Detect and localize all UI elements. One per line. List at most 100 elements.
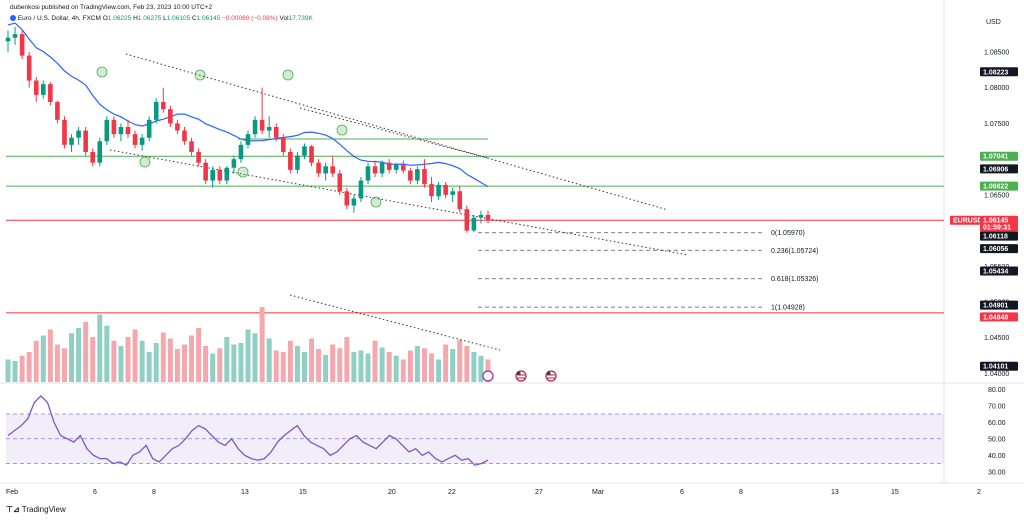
volume-bar	[69, 333, 75, 382]
price-badge	[950, 215, 980, 225]
candle-body	[302, 146, 307, 156]
publisher-note: dubenkosi published on TradingView.com, …	[10, 4, 212, 11]
ohlc-open: 1.06225	[107, 15, 132, 22]
candle-body	[400, 164, 406, 171]
publisher-text: dubenkosi published on TradingView.com, …	[10, 4, 213, 11]
volume-bar	[421, 348, 427, 382]
swing-point-marker	[336, 124, 348, 136]
volume-bar	[450, 349, 456, 382]
fib-level-label: 1(1.04928)	[771, 305, 805, 312]
candle-body	[62, 119, 67, 145]
time-tick-label: 2	[977, 489, 981, 496]
volume-bar	[400, 359, 406, 382]
price-badge-label: 1.05434	[983, 269, 1008, 276]
trend-line	[109, 149, 689, 256]
price-badge-label: 1.08223	[983, 69, 1008, 76]
candle-body	[139, 137, 145, 145]
price-badge	[980, 164, 1018, 174]
price-badge-label: 1.06056	[983, 246, 1008, 253]
us-flag-canton	[547, 372, 551, 375]
volume-bar	[61, 348, 67, 382]
price-badge-label: 1.07041	[983, 154, 1008, 161]
candle-body	[323, 166, 328, 174]
volume-bar	[358, 350, 364, 382]
candle-body	[288, 152, 293, 170]
rsi-line	[7, 394, 489, 467]
volume-bar	[189, 335, 195, 382]
price-badge	[980, 300, 1018, 310]
candle-body	[379, 162, 385, 174]
candle-body	[189, 141, 194, 152]
candle-body	[231, 159, 237, 168]
candle-body	[83, 130, 88, 152]
volume-bar	[436, 359, 442, 382]
volume-bar	[217, 348, 223, 382]
tradingview-footer[interactable]: ⊤⊿ TradingView	[6, 505, 66, 514]
candle-body	[365, 166, 371, 181]
volume-bar	[153, 343, 159, 382]
volume-bar	[365, 353, 371, 382]
tradingview-logo-icon: ⊤⊿	[6, 505, 20, 514]
candle-body	[132, 134, 138, 145]
volume-bar	[224, 337, 230, 382]
volume-bar	[443, 344, 449, 382]
time-tick-label: Feb	[6, 489, 18, 496]
candle-body	[224, 167, 230, 181]
volume-bar	[471, 352, 477, 382]
candle-body	[351, 198, 357, 206]
volume-bar	[429, 353, 435, 382]
time-tick-label: 15	[891, 489, 899, 496]
time-tick-label: 13	[831, 489, 839, 496]
ohlc-change: −0.00080 (−0.08%)	[222, 15, 278, 22]
candle-body	[69, 137, 74, 145]
candle-body	[266, 127, 272, 131]
volume-bar	[287, 340, 293, 382]
volume-bar	[54, 344, 60, 382]
candle-body	[238, 144, 244, 160]
time-tick-label: 20	[388, 489, 396, 496]
candle-body	[478, 214, 484, 218]
time-tick-label: 6	[680, 489, 684, 496]
candle-body	[160, 102, 166, 110]
volume-bar	[323, 355, 329, 382]
candle-body	[76, 130, 81, 138]
price-badge-label: EURUSD	[953, 218, 983, 225]
volume-bar	[386, 352, 392, 382]
price-badge	[980, 181, 1018, 191]
time-tick-label: 22	[448, 489, 456, 496]
rsi-tick-label: 50.00	[988, 436, 1006, 443]
swing-point-marker	[282, 69, 294, 81]
price-badge	[980, 151, 1018, 161]
moving-average-line	[7, 22, 489, 188]
swing-point-marker	[370, 196, 382, 208]
volume-bar	[19, 355, 25, 382]
price-badge	[980, 215, 1018, 225]
symbol-legend[interactable]: Euro / U.S. Dollar, 4h, FXCM O1.06225 H1…	[10, 15, 313, 22]
volume-bar	[266, 338, 272, 382]
candle-body	[485, 214, 491, 220]
volume-bar	[301, 352, 307, 382]
symbol-name: Euro / U.S. Dollar, 4h, FXCM	[17, 15, 101, 22]
candle-body	[422, 169, 427, 185]
volume-bar	[316, 349, 322, 382]
candle-body	[316, 162, 321, 174]
swing-point-marker	[194, 69, 206, 81]
volume-bar	[273, 350, 279, 382]
volume-bar	[146, 352, 152, 382]
candle-body	[40, 84, 46, 95]
volume-bar	[174, 349, 180, 382]
volume-bar	[464, 346, 470, 382]
candle-body	[436, 184, 441, 197]
volume-bar	[125, 337, 131, 382]
us-flag-canton	[517, 372, 521, 375]
candle-body	[358, 180, 364, 199]
volume-bar	[294, 346, 300, 382]
candle-body	[203, 162, 208, 181]
candle-body	[111, 119, 117, 135]
candle-body	[55, 102, 60, 120]
candle-body	[280, 137, 286, 152]
candle-body	[330, 166, 336, 174]
volume-bar	[252, 333, 258, 382]
price-tick-label: 1.07500	[984, 121, 1009, 128]
